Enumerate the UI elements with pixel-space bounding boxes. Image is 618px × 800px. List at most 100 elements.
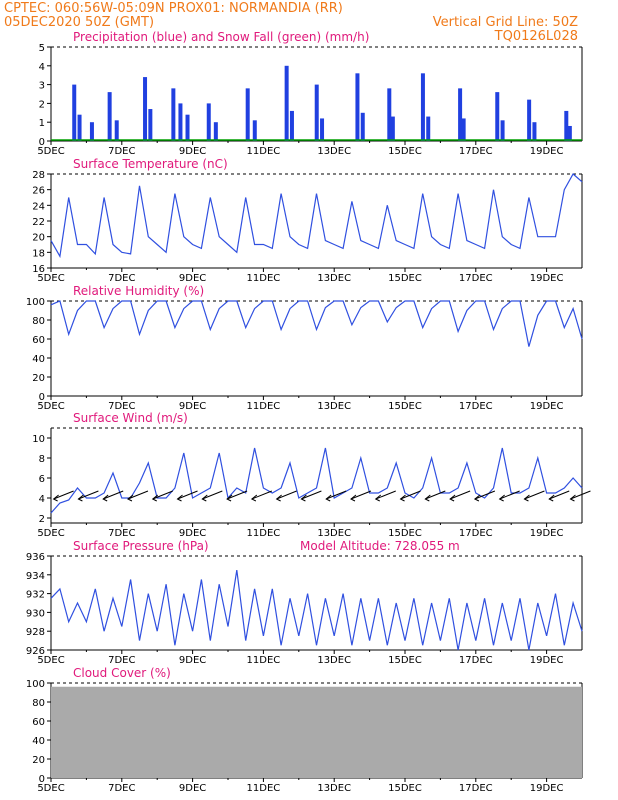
temp-ytick-label: 22 bbox=[32, 217, 45, 228]
wind-arrow-shaft bbox=[226, 490, 248, 500]
precip-panel: 0 1 2 3 4 5 5DEC 7DEC 9DEC 11DEC 13DEC 15DEC 17DEC 19… bbox=[37, 43, 583, 157]
wind-arrow bbox=[350, 490, 372, 502]
temp-panel: 16 18 20 22 24 26 28 5DEC 7DEC 9DEC 11DEC 13DEC 15DE… bbox=[32, 170, 583, 284]
precip-ytick-label: 3 bbox=[39, 81, 45, 92]
cloud-xtick-label: 15DEC bbox=[388, 783, 422, 794]
precip-ytick-label: 0 bbox=[39, 137, 45, 148]
wind-arrow bbox=[325, 490, 347, 502]
temp-ytick-label: 26 bbox=[32, 186, 45, 197]
rh-ytick-label: 80 bbox=[32, 316, 45, 327]
wind-arrow bbox=[523, 490, 545, 502]
wind-xtick-label: 11DEC bbox=[247, 528, 281, 539]
precip-bar bbox=[495, 92, 500, 141]
pres-ytick-label: 926 bbox=[26, 646, 45, 657]
precip-bar bbox=[420, 73, 425, 141]
precip-bar bbox=[564, 110, 569, 141]
temp-ytick-label: 18 bbox=[32, 248, 45, 259]
cloud-xtick-label: 11DEC bbox=[247, 783, 281, 794]
wind-xtick-label: 19DEC bbox=[530, 528, 564, 539]
cloud-panel: 0 20 40 60 80 100 5DEC 7DEC 9DEC 11DEC 13DEC 15DEC 1… bbox=[26, 679, 583, 794]
wind-xtick-label: 7DEC bbox=[108, 528, 135, 539]
precip-bar bbox=[143, 77, 148, 141]
wind-arrow bbox=[275, 490, 297, 502]
pres-xtick-label: 13DEC bbox=[317, 655, 351, 666]
precip-bar bbox=[114, 120, 119, 141]
wind-arrow bbox=[449, 490, 471, 502]
rh-title: Relative Humidity (%) bbox=[73, 284, 204, 298]
pres-xtick-label: 7DEC bbox=[108, 655, 135, 666]
wind-arrow-shaft bbox=[127, 490, 149, 500]
wind-arrow-head bbox=[52, 494, 59, 502]
wind-arrow-head bbox=[325, 494, 332, 502]
precip-xtick-label: 5DEC bbox=[37, 146, 64, 157]
precip-bar bbox=[314, 84, 319, 141]
wind-ytick-label: 6 bbox=[39, 474, 45, 485]
wind-arrow bbox=[52, 490, 74, 502]
wind-arrow-shaft bbox=[152, 490, 173, 500]
wind-xtick-label: 9DEC bbox=[179, 528, 206, 539]
wind-arrow-shaft bbox=[102, 490, 124, 500]
precip-bar bbox=[500, 120, 505, 141]
pres-xtick-label: 19DEC bbox=[530, 655, 564, 666]
cloud-xtick-label: 13DEC bbox=[317, 783, 351, 794]
wind-arrow-head bbox=[275, 494, 282, 502]
precip-bar bbox=[527, 99, 532, 141]
precip-bar bbox=[320, 118, 325, 141]
precip-xtick-label: 11DEC bbox=[247, 146, 281, 157]
rh-ytick-label: 60 bbox=[32, 335, 45, 346]
rh-xtick-label: 15DEC bbox=[388, 401, 422, 412]
pres-xtick-label: 5DEC bbox=[37, 655, 64, 666]
wind-arrow-shaft bbox=[549, 490, 570, 500]
wind-arrow-head bbox=[374, 494, 382, 502]
temp-ytick-label: 28 bbox=[32, 170, 45, 181]
header-run-time: 05DEC2020 50Z (GMT) bbox=[4, 15, 154, 30]
wind-arrow-shaft bbox=[78, 490, 99, 500]
wind-arrow-shaft bbox=[449, 490, 471, 500]
wind-arrow-head bbox=[201, 494, 208, 502]
precip-bar bbox=[567, 125, 572, 141]
pres-xtick-label: 15DEC bbox=[388, 655, 422, 666]
temp-xtick-label: 11DEC bbox=[247, 273, 281, 284]
cloud-ytick-label: 0 bbox=[39, 774, 45, 785]
wind-arrow-shaft bbox=[400, 490, 421, 500]
precip-bar bbox=[360, 112, 365, 141]
wind-arrow-head bbox=[176, 494, 183, 502]
precip-ytick-label: 4 bbox=[39, 62, 45, 73]
cloud-ytick-label: 60 bbox=[32, 717, 45, 728]
wind-arrow bbox=[548, 490, 570, 502]
pres-panel: 926 928 930 932 934 936 5DEC 7DEC 9DEC 11DEC 13DEC… bbox=[26, 552, 583, 666]
wind-arrow-head bbox=[300, 494, 307, 502]
precip-ytick-label: 2 bbox=[39, 99, 45, 110]
temp-xtick-label: 5DEC bbox=[37, 273, 64, 284]
wind-series-line bbox=[50, 447, 583, 514]
wind-arrow-head bbox=[151, 494, 159, 502]
wind-arrow-head bbox=[498, 494, 505, 502]
wind-arrow bbox=[424, 490, 446, 502]
wind-arrow-head bbox=[424, 494, 431, 502]
wind-arrow-shaft bbox=[524, 490, 545, 500]
wind-arrow-head bbox=[569, 494, 576, 502]
wind-title: Surface Wind (m/s) bbox=[73, 411, 188, 425]
wind-panel: 2 4 6 8 10 5DEC 7DEC 9DEC 11DEC 13DEC 15DEC 17DEC 19… bbox=[32, 427, 591, 539]
wind-arrow-shaft bbox=[474, 490, 496, 500]
precip-bar bbox=[461, 118, 466, 141]
wind-arrow bbox=[374, 490, 396, 502]
wind-arrow bbox=[151, 490, 173, 502]
cloud-ytick-label: 20 bbox=[32, 755, 45, 766]
wind-arrow-head bbox=[523, 494, 530, 502]
header-model-id: TQ0126L028 bbox=[494, 29, 578, 44]
header-location: CPTEC: 060:56W-05:09N PROX01: NORMANDIA … bbox=[4, 1, 343, 16]
wind-arrow-shaft bbox=[425, 490, 446, 500]
precip-bar bbox=[252, 120, 257, 141]
temp-ytick-label: 16 bbox=[32, 264, 45, 275]
wind-xtick-label: 5DEC bbox=[37, 528, 64, 539]
cloud-xtick-label: 5DEC bbox=[37, 783, 64, 794]
wind-arrow-shaft bbox=[301, 490, 322, 500]
wind-arrow-shaft bbox=[177, 490, 198, 500]
precip-bar bbox=[72, 84, 77, 141]
wind-ytick-label: 2 bbox=[39, 514, 45, 525]
precip-xtick-label: 19DEC bbox=[530, 146, 564, 157]
wind-arrow bbox=[473, 490, 496, 502]
pres-ytick-label: 928 bbox=[26, 627, 45, 638]
wind-xtick-label: 17DEC bbox=[459, 528, 493, 539]
